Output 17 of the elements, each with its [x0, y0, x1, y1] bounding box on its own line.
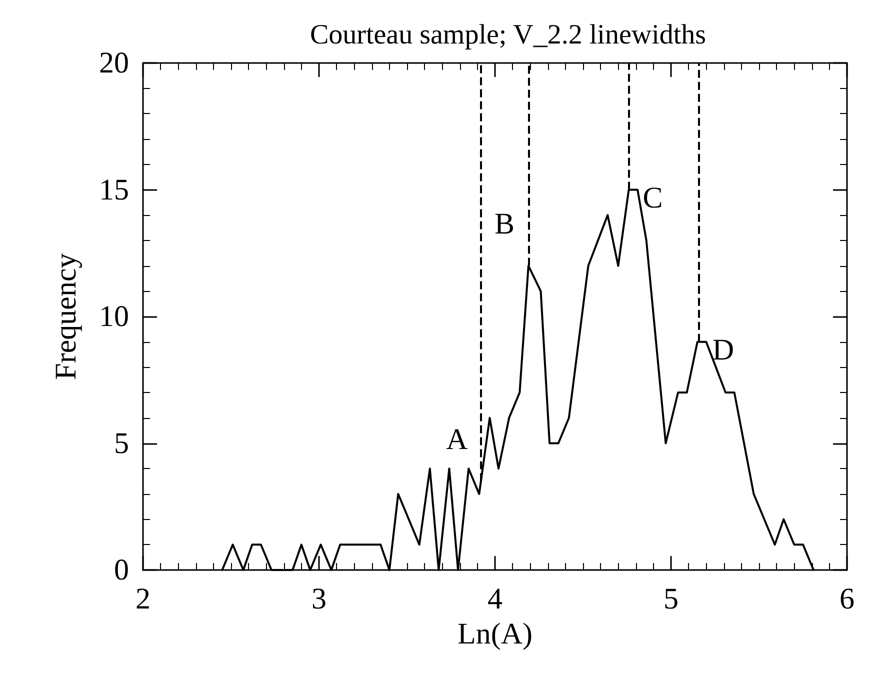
- ref-line-label: D: [712, 333, 734, 366]
- x-tick-label: 6: [840, 582, 854, 616]
- y-tick-label: 5: [114, 426, 129, 460]
- x-tick-label: 4: [488, 582, 502, 616]
- y-tick-label: 15: [99, 173, 129, 206]
- y-tick-label: 0: [114, 554, 129, 586]
- x-tick-label: 2: [136, 582, 150, 616]
- ref-line-label: A: [446, 422, 468, 456]
- x-tick-label: 5: [664, 582, 678, 616]
- x-tick-label: 3: [312, 582, 326, 616]
- y-tick-label: 10: [99, 300, 129, 333]
- y-tick-label: 20: [99, 46, 129, 80]
- y-axis-title: Frequency: [50, 253, 82, 380]
- x-axis-title: Ln(A): [458, 617, 532, 650]
- ref-line-label: B: [494, 207, 514, 240]
- ref-line-label: C: [642, 181, 663, 214]
- chart-title: Courteau sample; V_2.2 linewidths: [310, 20, 706, 50]
